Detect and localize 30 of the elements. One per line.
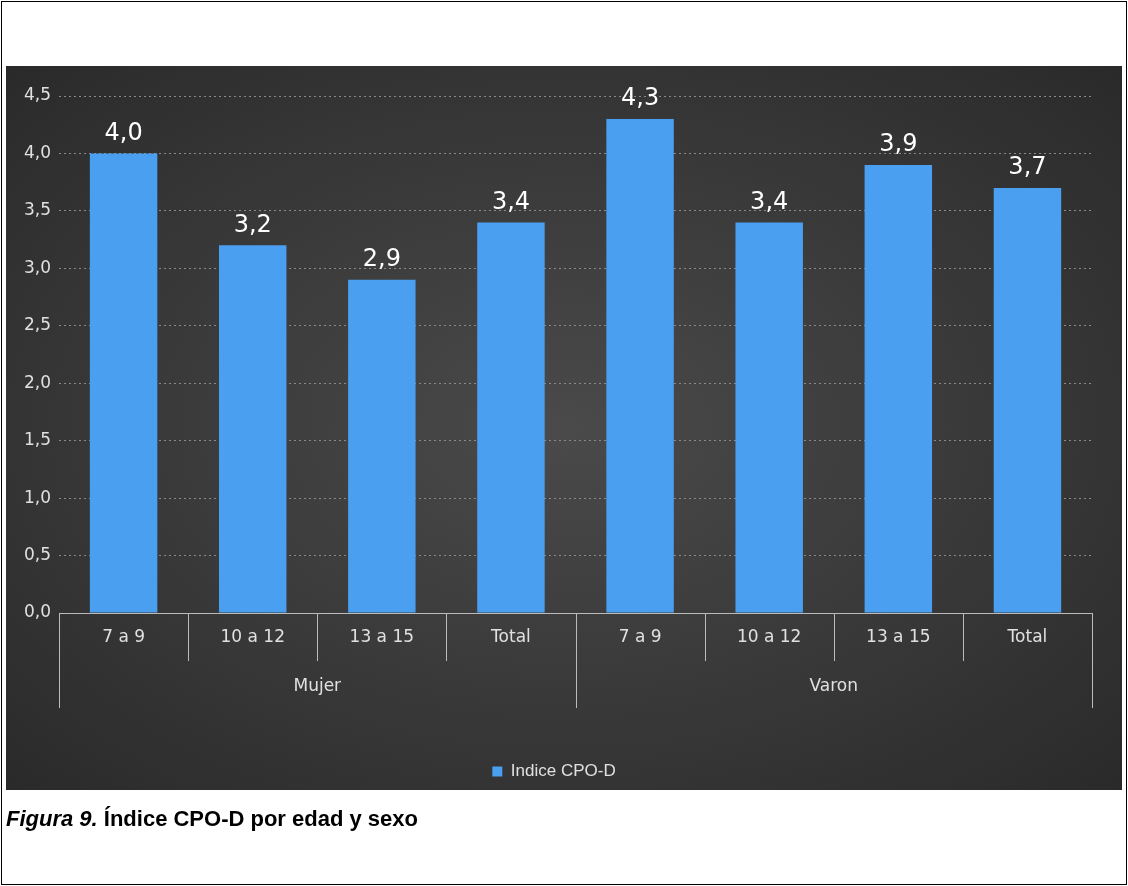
data-label: 3,2 <box>233 209 272 238</box>
y-tick-label: 0,0 <box>23 601 52 622</box>
y-tick-label: 1,0 <box>23 486 52 507</box>
y-tick-label: 0,5 <box>23 543 52 564</box>
data-label: 2,9 <box>362 244 401 273</box>
x-tick-label: 10 a 12 <box>220 625 285 646</box>
x-tick-label: 7 a 9 <box>618 625 662 646</box>
data-label: 3,4 <box>491 186 531 215</box>
x-tick-label: 10 a 12 <box>736 625 802 646</box>
y-tick-label: 2,5 <box>23 314 52 335</box>
data-label: 3,9 <box>879 129 918 158</box>
y-tick-label: 3,0 <box>23 256 52 277</box>
x-tick-label: 7 a 9 <box>102 625 146 646</box>
data-label: 4,0 <box>104 117 143 146</box>
data-label: 3,4 <box>750 186 789 215</box>
y-tick-label: 4,0 <box>23 141 52 162</box>
x-tick-label: Total <box>490 625 531 646</box>
data-label: 3,7 <box>1008 152 1047 181</box>
y-tick-label: 3,5 <box>23 199 52 220</box>
x-tick-label: 13 a 15 <box>866 625 931 646</box>
x-tick-label: Total <box>1006 625 1048 646</box>
data-label: 4,3 <box>620 83 660 112</box>
y-tick-label: 2,0 <box>23 371 52 392</box>
text: Varon <box>809 675 859 696</box>
x-tick-label: 13 a 15 <box>349 625 415 646</box>
text: Mujer <box>293 675 342 696</box>
legend-label: Indice CPO-D <box>510 761 616 781</box>
y-tick-label: 4,5 <box>23 84 52 105</box>
y-tick-label: 1,5 <box>23 429 52 450</box>
text: Figura 9. Índice CPO-D por edad y sexo <box>6 806 418 832</box>
